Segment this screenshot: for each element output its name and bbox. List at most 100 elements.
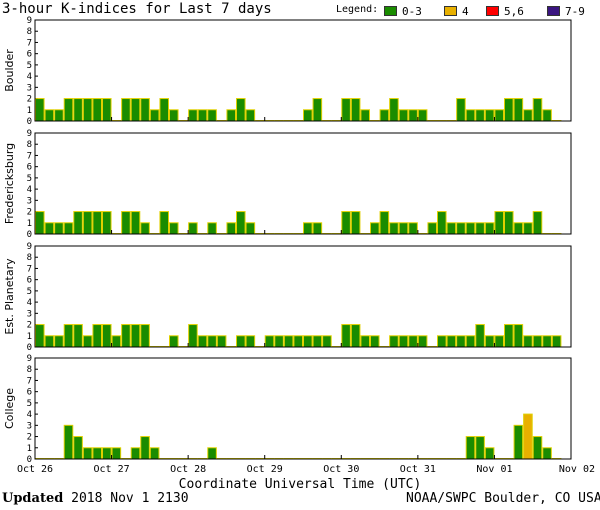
- kindex-bar: [111, 447, 122, 460]
- kindex-bar: [312, 98, 323, 122]
- kindex-bar: [408, 335, 418, 348]
- kindex-bar: [207, 447, 217, 460]
- kindex-bar: [513, 324, 524, 348]
- panel-frame: [34, 19, 572, 122]
- updated-value: 2018 Nov 1 2130: [71, 491, 189, 506]
- kindex-bar: [523, 335, 533, 348]
- kindex-bar: [551, 335, 562, 348]
- kindex-bar: [226, 222, 237, 235]
- kindex-bar: [63, 98, 74, 122]
- x-tick-label: Oct 30: [323, 464, 359, 475]
- y-tick-label: 8: [27, 365, 32, 375]
- kindex-bar: [303, 335, 313, 348]
- y-tick-label: 3: [27, 309, 32, 319]
- kindex-bar: [63, 222, 74, 235]
- kindex-bar: [63, 324, 74, 348]
- y-tick-label: 6: [27, 276, 32, 286]
- kindex-bar: [140, 436, 150, 460]
- kindex-bar: [542, 447, 552, 460]
- legend-item-4: 4: [444, 5, 469, 18]
- legend-swatch-yellow: [444, 6, 457, 16]
- kindex-bar: [188, 109, 198, 122]
- kindex-bar: [398, 222, 409, 235]
- x-tick-label: Oct 27: [94, 464, 130, 475]
- kindex-bar: [54, 222, 64, 235]
- kindex-bar: [446, 222, 457, 235]
- y-tick-label: 0: [27, 455, 32, 465]
- kindex-bar: [475, 324, 485, 348]
- kindex-bar: [169, 335, 179, 348]
- kindex-bar: [188, 222, 198, 235]
- kindex-bar: [523, 109, 533, 122]
- x-tick-label: Nov 02: [559, 464, 595, 475]
- kindex-bar: [532, 211, 543, 235]
- kindex-bar: [417, 335, 428, 348]
- kindex-bar: [188, 324, 198, 348]
- kindex-bar: [312, 222, 323, 235]
- y-tick-label: 3: [27, 421, 32, 431]
- kindex-bar: [408, 222, 418, 235]
- kindex-bar: [130, 447, 141, 460]
- y-tick-label: 1: [27, 332, 32, 342]
- kindex-bar: [303, 109, 313, 122]
- kindex-bar: [542, 109, 552, 122]
- kindex-bar: [102, 447, 112, 460]
- kindex-bar: [427, 222, 437, 235]
- kindex-bar: [532, 436, 543, 460]
- kindex-bar: [82, 211, 93, 235]
- kindex-bar: [398, 335, 409, 348]
- y-tick-label: 2: [27, 321, 32, 331]
- kindex-bar: [35, 98, 45, 122]
- kindex-bar: [389, 98, 399, 122]
- legend-text: 0-3: [402, 4, 422, 18]
- kindex-bar: [504, 324, 514, 348]
- kindex-bar: [44, 222, 55, 235]
- legend-label: Legend:: [336, 4, 379, 15]
- kindex-bar: [92, 447, 103, 460]
- kindex-bar: [360, 335, 370, 348]
- kindex-bar: [484, 222, 495, 235]
- y-tick-label: 7: [27, 264, 32, 274]
- legend-swatch-green: [384, 6, 397, 16]
- legend-text: 5,6: [504, 4, 524, 18]
- kindex-bar: [264, 335, 275, 348]
- kindex-bar: [216, 335, 227, 348]
- kindex-bar: [303, 222, 313, 235]
- kindex-bar: [437, 335, 447, 348]
- kindex-bar: [504, 211, 514, 235]
- panel-station-label: Fredericksburg: [3, 143, 16, 224]
- kindex-bar: [197, 109, 208, 122]
- kindex-bar: [236, 335, 246, 348]
- kindex-bar: [513, 222, 524, 235]
- kindex-bar: [54, 109, 64, 122]
- kindex-bar: [484, 335, 495, 348]
- kindex-bar: [513, 424, 524, 460]
- y-tick-label: 2: [27, 433, 32, 443]
- kindex-bar: [245, 109, 256, 122]
- y-tick-label: 7: [27, 151, 32, 161]
- kindex-bar: [437, 211, 447, 235]
- kindex-bar: [523, 222, 533, 235]
- y-tick-label: 4: [27, 410, 32, 420]
- kindex-bar: [73, 436, 83, 460]
- kindex-bar: [130, 211, 141, 235]
- x-tick-label: Oct 31: [400, 464, 436, 475]
- y-tick-label: 9: [27, 242, 32, 252]
- panel-station-label: Est. Planetary: [3, 258, 16, 335]
- panel-frame: [34, 132, 572, 235]
- kindex-bar: [197, 335, 208, 348]
- kindex-bar: [484, 109, 495, 122]
- kindex-bar: [398, 109, 409, 122]
- kindex-bar: [475, 109, 485, 122]
- kindex-bar: [121, 324, 131, 348]
- kindex-bar: [494, 109, 504, 122]
- kindex-bar: [140, 324, 150, 348]
- kindex-bar: [465, 335, 476, 348]
- kindex-bar: [465, 222, 476, 235]
- kindex-bar: [283, 335, 294, 348]
- kindex-bar: [389, 335, 399, 348]
- kindex-bar: [149, 109, 160, 122]
- y-tick-label: 2: [27, 208, 32, 218]
- kindex-bar: [542, 335, 552, 348]
